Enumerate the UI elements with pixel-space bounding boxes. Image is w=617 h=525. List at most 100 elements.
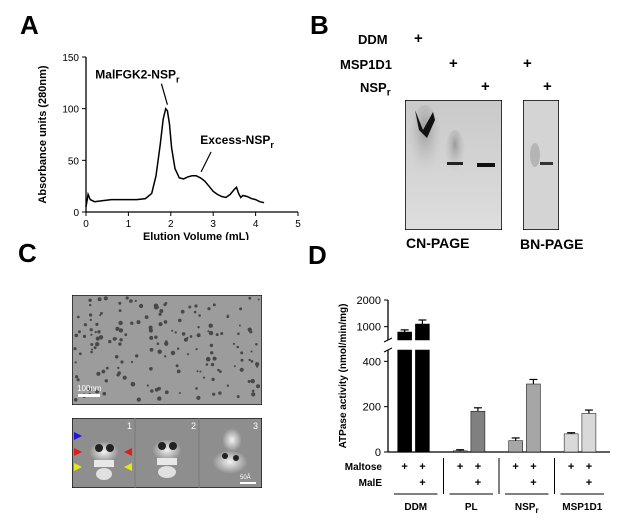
particle xyxy=(118,301,122,305)
maltose-sign: + xyxy=(530,461,536,473)
particle xyxy=(197,326,200,329)
particle xyxy=(101,369,106,374)
particle xyxy=(149,367,153,371)
particle xyxy=(93,346,97,350)
particle xyxy=(150,389,154,393)
particle xyxy=(89,328,93,332)
particle xyxy=(251,389,255,393)
elution-chart: 0 50 100 150 0 1 2 3 4 5 Elution Volume (mL) Absorb… xyxy=(37,53,301,240)
y-tick-label: 200 xyxy=(363,402,381,414)
particle xyxy=(236,345,239,349)
particle xyxy=(108,339,112,344)
maltose-sign: + xyxy=(512,461,518,473)
plus-nsp-lane5: + xyxy=(543,78,552,95)
particle xyxy=(189,335,193,338)
y-tick-label: 100 xyxy=(62,105,79,116)
particle xyxy=(232,342,236,345)
particle xyxy=(209,343,214,348)
particle xyxy=(73,347,77,351)
particle xyxy=(256,384,260,389)
particle xyxy=(178,392,181,394)
particle xyxy=(194,304,198,308)
particle xyxy=(196,370,199,373)
particle xyxy=(105,366,109,370)
particle xyxy=(239,307,243,311)
row-label-male: MalE xyxy=(359,478,383,489)
particle xyxy=(237,332,240,336)
particle xyxy=(165,340,168,343)
particle xyxy=(97,330,101,334)
particle xyxy=(212,392,216,396)
particle xyxy=(212,303,216,307)
particle xyxy=(130,381,136,387)
particle xyxy=(250,360,254,363)
particle xyxy=(95,389,99,394)
particle xyxy=(154,387,159,392)
panel-letter-a: A xyxy=(20,10,39,40)
maltose-sign: + xyxy=(457,461,463,473)
maltose-sign: + xyxy=(401,461,407,473)
scale-bar-bottom-label: 50Å xyxy=(240,474,251,481)
bar xyxy=(415,323,430,341)
plus-msp-lane4: + xyxy=(523,55,532,72)
particle xyxy=(205,363,209,366)
particle xyxy=(256,365,259,368)
particle xyxy=(196,333,201,338)
particle xyxy=(212,356,217,361)
particle xyxy=(148,328,153,333)
particle xyxy=(248,358,251,362)
particle xyxy=(248,296,252,300)
particle xyxy=(129,299,133,303)
particle xyxy=(89,318,92,322)
particle xyxy=(159,309,164,313)
particle xyxy=(96,371,101,376)
particle xyxy=(158,322,163,327)
particle xyxy=(226,384,230,387)
male-sign: + xyxy=(530,477,536,489)
particle xyxy=(146,384,149,387)
particle xyxy=(135,354,139,358)
particle xyxy=(207,307,211,311)
plus-msp-lane2: + xyxy=(449,55,458,72)
particle xyxy=(118,309,122,313)
particle xyxy=(130,321,134,325)
particle xyxy=(186,353,190,356)
particle xyxy=(117,371,121,375)
class-average-1 xyxy=(89,441,119,480)
particle xyxy=(208,330,214,336)
elution-trace xyxy=(85,107,265,207)
particle xyxy=(255,343,258,346)
particle xyxy=(226,315,230,318)
row-label-maltose: Maltose xyxy=(345,462,383,473)
particle xyxy=(74,361,77,364)
panel-letter-d: D xyxy=(308,240,327,270)
male-sign: + xyxy=(419,477,425,489)
particle xyxy=(158,312,162,316)
particle xyxy=(233,365,236,368)
particle xyxy=(220,332,224,335)
particle xyxy=(157,349,162,354)
y-axis-label: ATPase activity (nmol/min/mg) xyxy=(338,304,349,449)
class-average-2 xyxy=(152,439,182,478)
particle xyxy=(134,299,137,302)
particle xyxy=(115,327,119,331)
particle xyxy=(76,315,80,319)
particle xyxy=(158,386,161,390)
bn-page-label: BN-PAGE xyxy=(520,236,584,252)
particle xyxy=(247,380,251,383)
particle xyxy=(125,296,129,300)
particle xyxy=(136,397,141,402)
row-label-ddm: DDM xyxy=(358,32,388,47)
particle xyxy=(193,310,197,314)
maltose-sign: + xyxy=(419,461,425,473)
x-tick-label: 0 xyxy=(83,219,89,230)
class-average-3 xyxy=(212,428,248,474)
male-sign: + xyxy=(475,477,481,489)
bar xyxy=(508,440,523,453)
x-tick-label: 3 xyxy=(210,219,216,230)
particle xyxy=(181,332,186,336)
x-tick-label: 4 xyxy=(253,219,259,230)
axis-break xyxy=(383,337,393,343)
particle xyxy=(100,311,103,315)
particle xyxy=(89,303,92,307)
